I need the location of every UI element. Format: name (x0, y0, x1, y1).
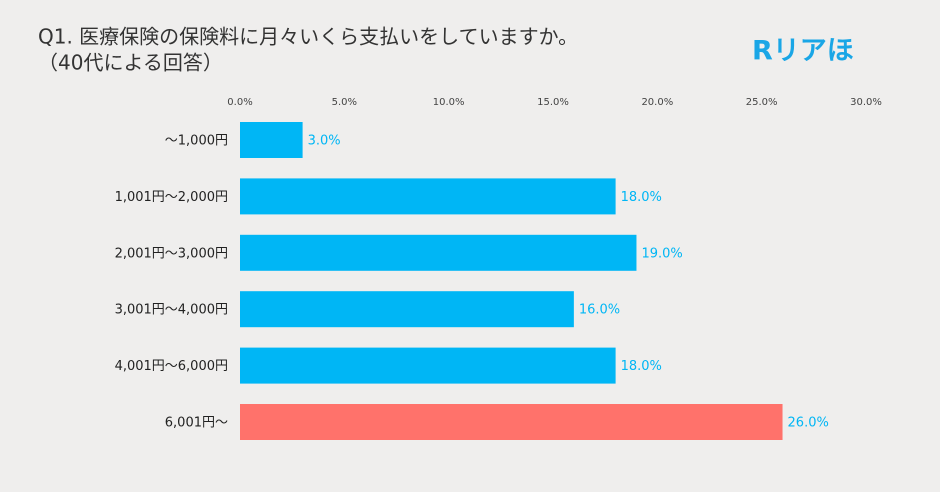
logo: Rリアほ (752, 36, 854, 67)
y-tick-label: ～1,000円 (165, 134, 228, 149)
value-label: 3.0% (308, 134, 341, 149)
y-tick-label: 4,001円～6,000円 (115, 359, 228, 374)
y-tick-label: 6,001円～ (165, 416, 228, 431)
chart-subtitle: （40代による回答） (38, 51, 223, 75)
x-tick-label: 15.0% (537, 97, 569, 108)
bar (240, 178, 616, 215)
value-label: 16.0% (579, 303, 620, 318)
x-tick-label: 20.0% (641, 97, 673, 108)
chart-title: Q1. 医療保険の保険料に月々いくら支払いをしていますか。 (38, 25, 578, 49)
x-tick-label: 10.0% (433, 97, 465, 108)
y-tick-label: 2,001円～3,000円 (115, 246, 228, 261)
x-tick-label: 30.0% (850, 97, 882, 108)
x-tick-label: 5.0% (332, 97, 357, 108)
value-label: 19.0% (641, 246, 682, 261)
x-tick-label: 0.0% (227, 97, 252, 108)
y-tick-label: 3,001円～4,000円 (115, 303, 228, 318)
bar (240, 234, 637, 271)
bar (240, 347, 616, 384)
bar (240, 291, 574, 328)
y-tick-label: 1,001円～2,000円 (115, 190, 228, 205)
value-label: 18.0% (621, 359, 662, 374)
x-tick-label: 25.0% (746, 97, 778, 108)
value-label: 18.0% (621, 190, 662, 205)
value-label: 26.0% (788, 416, 829, 431)
bar (240, 404, 783, 440)
bar (240, 122, 303, 158)
